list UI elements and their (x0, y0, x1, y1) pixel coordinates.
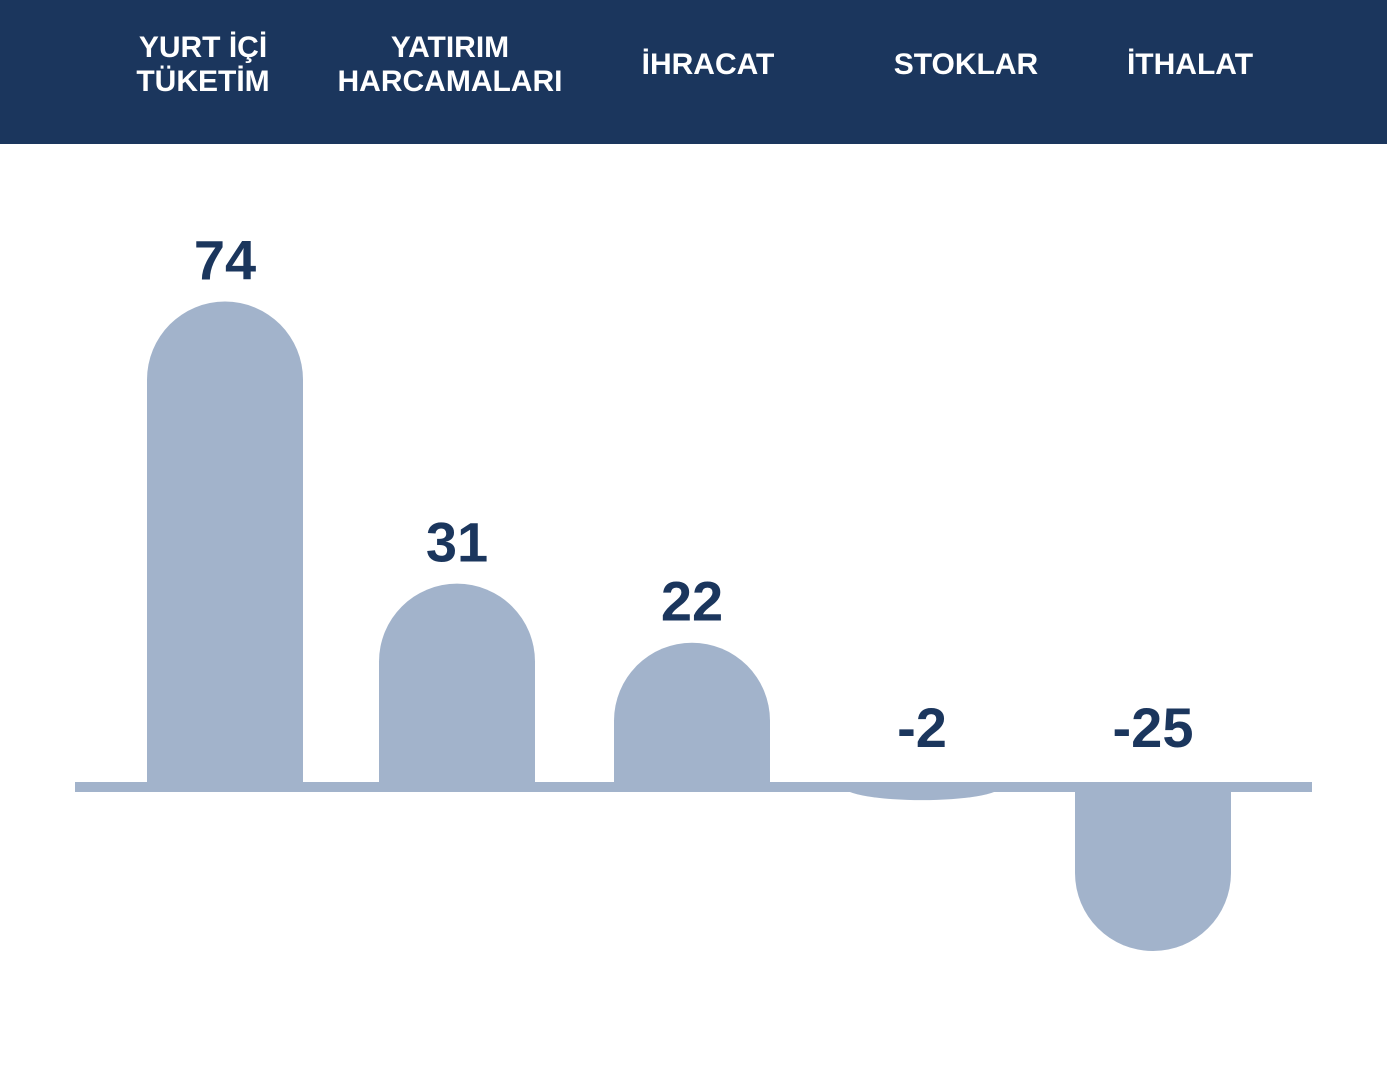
bars-group (147, 301, 1231, 951)
bar-yurt-ici-tuketim (147, 301, 303, 787)
category-label-ihracat: İHRACAT (641, 48, 775, 81)
value-label-ihracat: 22 (661, 570, 723, 633)
category-label-yatirim-harcamalari: YATIRIM HARCAMALARI (337, 31, 563, 98)
value-label-ithalat: -25 (1113, 696, 1194, 759)
category-label-yurt-ici-tuketim: YURT İÇİ TÜKETİM (136, 31, 270, 98)
category-label-stoklar: STOKLAR (893, 48, 1039, 81)
category-header: YURT İÇİ TÜKETİM YATIRIM HARCAMALARI İHR… (0, 0, 1387, 144)
value-label-yurt-ici-tuketim: 74 (194, 229, 256, 292)
value-labels-group: 74 31 22 -2 -25 (194, 229, 1194, 759)
bar-yatirim-harcamalari (379, 583, 535, 787)
bar-ihracat (614, 642, 770, 787)
category-label-ithalat: İTHALAT (1126, 48, 1254, 81)
zero-baseline (75, 782, 1312, 792)
value-label-yatirim-harcamalari: 31 (426, 511, 488, 574)
value-label-stoklar: -2 (897, 696, 947, 759)
bar-ithalat (1075, 787, 1231, 951)
